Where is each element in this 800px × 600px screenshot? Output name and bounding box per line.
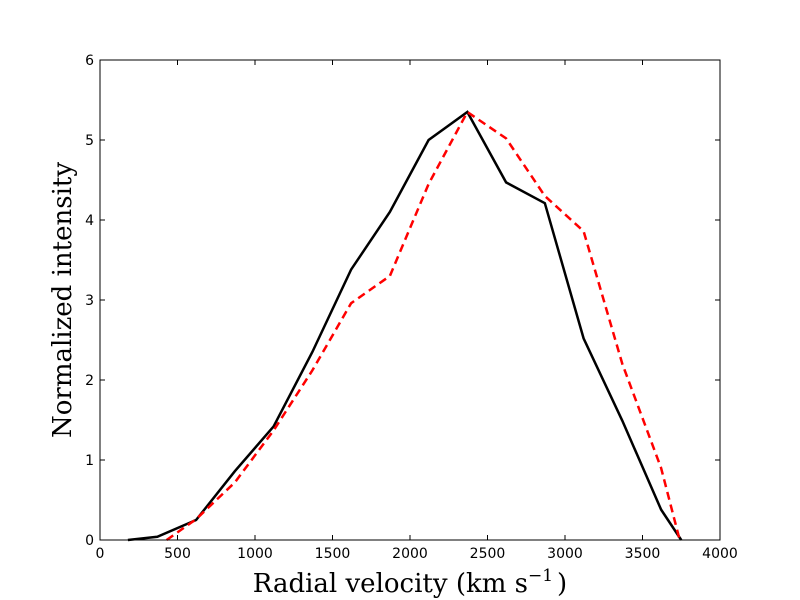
x-tick-label: 0: [96, 546, 105, 562]
x-tick-label: 500: [164, 546, 191, 562]
series-line-1: [127, 110, 683, 542]
y-tick-label: 3: [85, 293, 94, 309]
y-tick-label: 0: [85, 533, 94, 549]
x-tick-label: 1000: [237, 546, 273, 562]
y-tick-label: 2: [85, 373, 94, 389]
x-tick-label: 4000: [702, 546, 738, 562]
ticks-layer: 0 500 1000 1500 2000 2500 3000 3500 4000 0 1 2 3 4 5 6: [85, 53, 738, 562]
x-tick-label: 2000: [392, 546, 428, 562]
x-tick-label: 2500: [470, 546, 506, 562]
x-axis-title-suffix: ): [557, 569, 567, 599]
plot-frame: [99, 59, 721, 541]
x-tick-label: 1500: [315, 546, 351, 562]
series-line-2: [165, 110, 681, 542]
x-tick-label: 3000: [547, 546, 583, 562]
x-axis-title-exponent: −1: [528, 566, 553, 586]
y-tick-label: 4: [85, 213, 94, 229]
y-tick-label: 5: [85, 133, 94, 149]
y-tick-label: 1: [85, 453, 94, 469]
y-tick-label: 6: [85, 53, 94, 69]
series-layer: [127, 110, 683, 542]
x-axis-title-main: Radial velocity (km s: [253, 569, 528, 599]
x-tick-label: 3500: [625, 546, 661, 562]
x-axis-title: Radial velocity (km s−1): [253, 566, 567, 599]
y-axis-title: Normalized intensity: [48, 162, 78, 438]
